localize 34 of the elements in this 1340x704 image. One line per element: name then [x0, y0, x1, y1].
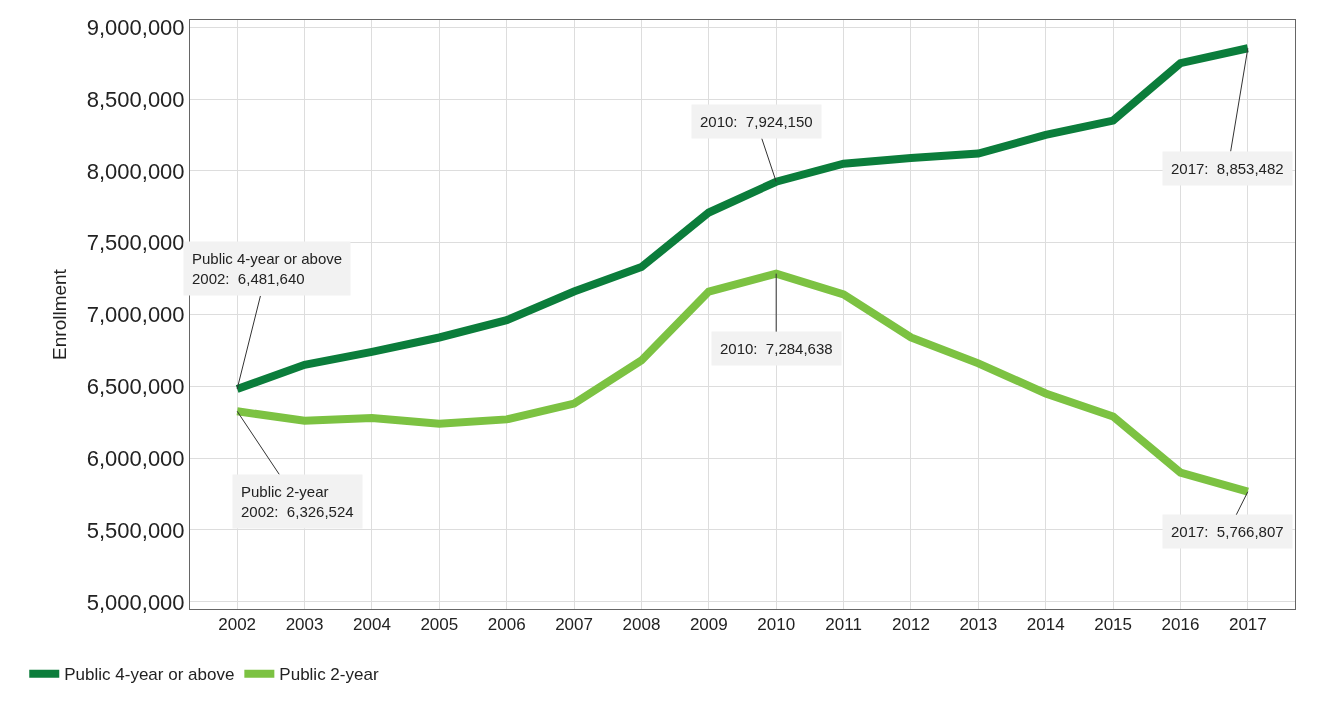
- x-tick-label: 2006: [487, 615, 526, 635]
- x-tick-label: 2005: [420, 615, 459, 635]
- x-tick-label: 2009: [689, 615, 728, 635]
- x-tick-label: 2016: [1161, 615, 1200, 635]
- y-tick-label: 7,500,000: [86, 230, 185, 256]
- legend-label: Public 2-year: [279, 665, 379, 685]
- annotation: Public 4-year or above 2002: 6,481,640: [192, 250, 343, 287]
- annotation: 2010: 7,284,638: [720, 340, 833, 357]
- annotation: Public 2-year 2002: 6,326,524: [241, 483, 354, 520]
- x-tick-label: 2013: [959, 615, 998, 635]
- y-tick-label: 8,000,000: [86, 158, 185, 184]
- annotation: 2017: 8,853,482: [1171, 160, 1284, 177]
- x-tick-label: 2008: [622, 615, 661, 635]
- x-tick-label: 2012: [892, 615, 930, 635]
- y-tick-label: 5,000,000: [86, 589, 185, 615]
- y-tick-label: 7,000,000: [86, 302, 185, 328]
- x-tick-label: 2007: [555, 615, 593, 635]
- y-axis-title: Enrollment: [48, 268, 70, 360]
- x-tick-label: 2011: [825, 615, 862, 635]
- y-tick-label: 8,500,000: [86, 86, 185, 112]
- x-tick-label: 2014: [1026, 615, 1065, 635]
- y-tick-label: 9,000,000: [86, 14, 185, 40]
- x-tick-label: 2015: [1094, 615, 1132, 635]
- y-tick-label: 6,000,000: [86, 445, 185, 471]
- x-tick-label: 2002: [218, 615, 257, 635]
- annotation: 2017: 5,766,807: [1171, 523, 1284, 540]
- y-tick-label: 6,500,000: [86, 374, 185, 400]
- x-tick-label: 2003: [285, 615, 324, 635]
- x-tick-label: 2010: [757, 615, 796, 635]
- x-tick-label: 2004: [353, 615, 391, 635]
- x-tick-label: 2017: [1228, 615, 1267, 635]
- annotation: 2010: 7,924,150: [700, 113, 813, 130]
- legend-label: Public 4-year or above: [64, 665, 235, 685]
- y-tick-label: 5,500,000: [86, 517, 185, 543]
